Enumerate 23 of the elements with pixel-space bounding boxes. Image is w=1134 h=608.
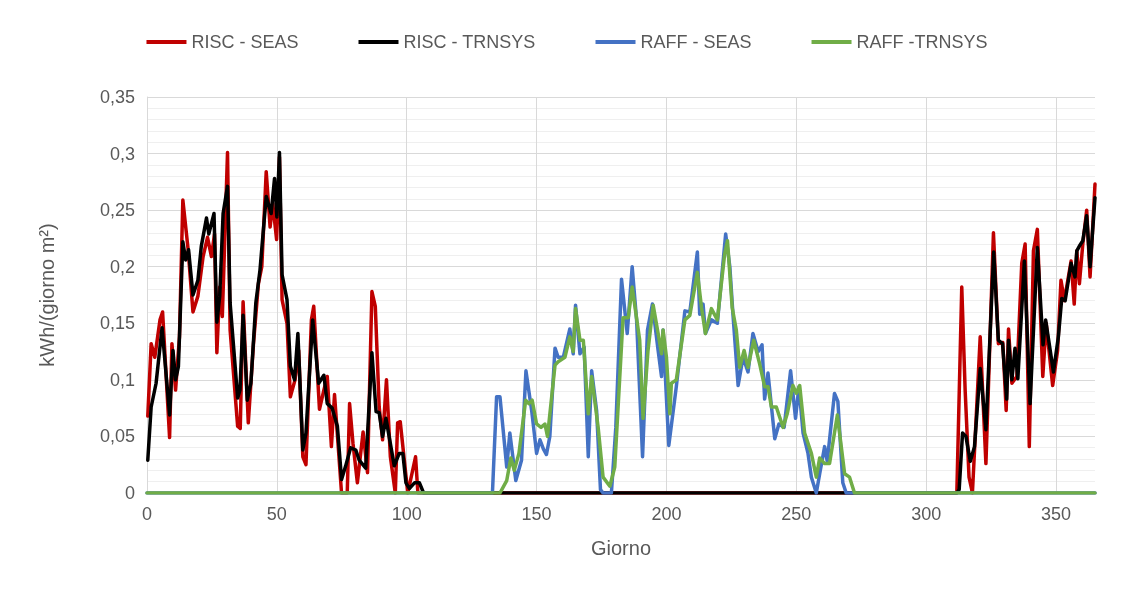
y-tick-label: 0,3 bbox=[109, 143, 135, 164]
y-tick-label: 0,35 bbox=[99, 87, 135, 107]
x-tick-label: 50 bbox=[266, 504, 287, 524]
y-axis-title: kWh/(giorno m²) bbox=[36, 223, 58, 367]
x-tick-label: 150 bbox=[521, 504, 552, 524]
y-tick-label: 0,25 bbox=[99, 200, 135, 221]
y-tick-label: 0 bbox=[124, 483, 135, 503]
y-tick-label: 0,1 bbox=[109, 369, 135, 390]
legend-label: RISC - TRNSYS bbox=[403, 32, 536, 52]
legend-label: RAFF - SEAS bbox=[640, 32, 752, 52]
x-axis-title: Giorno bbox=[590, 537, 652, 559]
legend-label: RAFF -TRNSYS bbox=[856, 32, 988, 52]
x-tick-label: 100 bbox=[391, 504, 422, 524]
x-tick-label: 250 bbox=[781, 504, 812, 524]
x-tick-label: 0 bbox=[141, 504, 153, 524]
x-tick-label: 200 bbox=[651, 504, 682, 524]
line-series bbox=[146, 150, 1097, 495]
x-tick-label: 300 bbox=[911, 504, 942, 524]
y-tick-label: 0,2 bbox=[109, 256, 135, 277]
x-tick-label: 350 bbox=[1041, 504, 1072, 524]
legend-label: RISC - SEAS bbox=[191, 32, 299, 52]
y-tick-label: 0,05 bbox=[99, 426, 135, 447]
y-tick-label: 0,15 bbox=[99, 313, 135, 334]
